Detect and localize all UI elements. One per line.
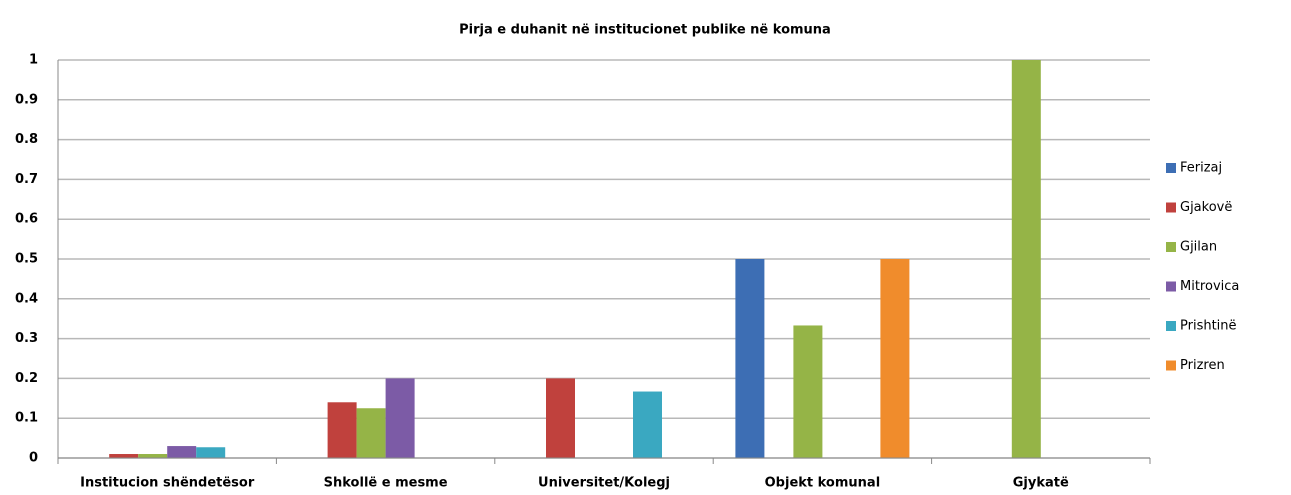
x-tick-label: Gjykatë (1013, 476, 1069, 491)
bar (546, 378, 575, 458)
legend-label: Prishtinë (1180, 319, 1237, 334)
y-tick-label: 0.9 (15, 92, 38, 107)
y-tick-label: 1 (29, 53, 38, 68)
bar (793, 325, 823, 458)
legend-swatch (1166, 163, 1176, 173)
y-tick-label: 0 (29, 451, 38, 466)
x-tick-label: Institucion shëndetësor (80, 476, 255, 491)
legend-swatch (1166, 202, 1176, 213)
bar (109, 454, 139, 458)
bar (138, 454, 168, 458)
bar (385, 378, 415, 458)
legend-swatch (1166, 321, 1176, 331)
y-tick-label: 0.6 (15, 212, 38, 227)
bar (327, 402, 357, 458)
bar (1011, 60, 1041, 458)
bar (633, 391, 662, 458)
legend-label: Gjilan (1180, 240, 1217, 255)
bar (196, 447, 226, 458)
chart-title: Pirja e duhanit në institucionet publike… (459, 23, 831, 38)
y-tick-label: 0.7 (15, 172, 38, 187)
y-tick-label: 0.5 (15, 252, 38, 267)
bar (356, 408, 386, 458)
legend-label: Ferizaj (1180, 161, 1222, 176)
legend-label: Mitrovica (1180, 279, 1239, 294)
legend-label: Prizren (1180, 358, 1225, 373)
x-tick-label: Shkollë e mesme (324, 476, 448, 491)
legend-swatch (1166, 242, 1176, 252)
bar (735, 259, 765, 458)
y-tick-label: 0.3 (15, 331, 38, 346)
legend-swatch (1166, 360, 1176, 371)
legend-swatch (1166, 281, 1176, 292)
x-tick-label: Universitet/Kolegj (538, 476, 670, 491)
x-tick-label: Objekt komunal (765, 476, 881, 491)
y-tick-label: 0.4 (15, 291, 38, 306)
legend-label: Gjakovë (1180, 200, 1232, 215)
y-tick-label: 0.1 (15, 411, 38, 426)
bar (880, 259, 910, 458)
y-tick-label: 0.8 (15, 132, 38, 147)
y-tick-label: 0.2 (15, 371, 38, 386)
bar (167, 446, 197, 458)
